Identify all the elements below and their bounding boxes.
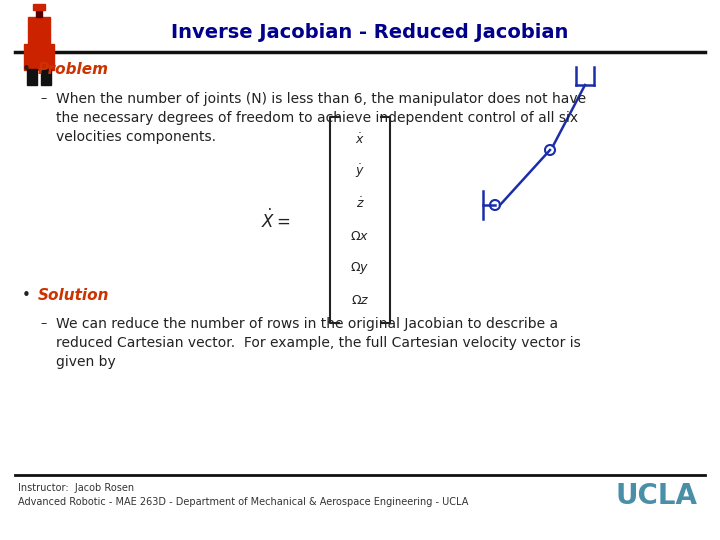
Text: $\dot{X}=$: $\dot{X}=$ — [261, 208, 290, 232]
Text: $\Omega y$: $\Omega y$ — [351, 260, 369, 276]
Text: $\dot{z}$: $\dot{z}$ — [356, 197, 364, 211]
Text: Solution: Solution — [38, 287, 109, 302]
Bar — [27, 69, 37, 85]
Text: Instructor:  Jacob Rosen: Instructor: Jacob Rosen — [18, 483, 134, 493]
Text: When the number of joints (N) is less than 6, the manipulator does not have
the : When the number of joints (N) is less th… — [56, 92, 586, 144]
Text: Advanced Robotic - MAE 263D - Department of Mechanical & Aerospace Engineering -: Advanced Robotic - MAE 263D - Department… — [18, 497, 469, 507]
Bar — [36, 10, 42, 17]
Text: •: • — [22, 287, 31, 302]
Text: $\dot{y}$: $\dot{y}$ — [355, 163, 365, 180]
Text: $\Omega x$: $\Omega x$ — [351, 230, 369, 242]
Bar — [41, 69, 51, 85]
Text: Problem: Problem — [38, 63, 109, 78]
Text: Inverse Jacobian - Reduced Jacobian: Inverse Jacobian - Reduced Jacobian — [171, 23, 569, 42]
Bar — [33, 4, 45, 10]
Text: •: • — [22, 63, 31, 78]
Text: We can reduce the number of rows in the original Jacobian to describe a
reduced : We can reduce the number of rows in the … — [56, 317, 581, 369]
Text: –: – — [40, 317, 46, 330]
Text: UCLA: UCLA — [616, 482, 698, 510]
Text: $\Omega z$: $\Omega z$ — [351, 294, 369, 307]
Text: –: – — [40, 92, 46, 105]
Bar — [28, 17, 50, 45]
Bar — [24, 44, 54, 70]
Text: $\dot{x}$: $\dot{x}$ — [355, 132, 365, 146]
